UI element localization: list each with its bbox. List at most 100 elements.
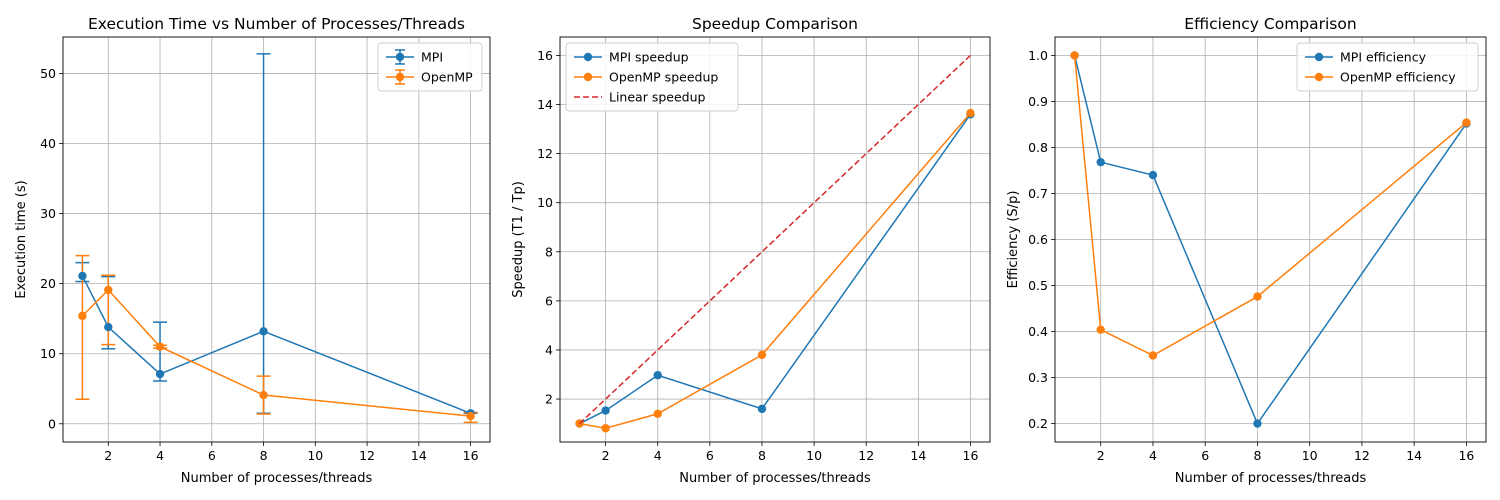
y-tick-label: 1.0: [1028, 48, 1048, 63]
axes-frame: [559, 36, 991, 443]
data-point: [1096, 325, 1105, 334]
y-tick-label: 8: [545, 244, 553, 259]
legend-label: MPI speedup: [609, 50, 689, 65]
y-tick-label: 10: [537, 195, 553, 210]
data-point: [104, 322, 113, 332]
y-tick-label: 10: [40, 346, 56, 361]
x-tick-label: 8: [1253, 448, 1261, 463]
legend-marker: [1314, 52, 1324, 62]
legend: MPI efficiency OpenMP efficiency: [1296, 42, 1479, 92]
x-tick-label: 6: [208, 448, 216, 463]
x-tick-label: 6: [706, 448, 714, 463]
y-axis-label: Execution time (s): [14, 180, 29, 298]
data-point: [259, 390, 268, 400]
x-tick-label: 14: [910, 448, 926, 463]
x-tick-label: 8: [758, 448, 766, 463]
y-tick-label: 2: [545, 392, 553, 407]
data-point: [104, 285, 113, 295]
x-tick-label: 16: [1458, 448, 1474, 463]
x-tick-label: 10: [1302, 448, 1318, 463]
chart-panel-1: 2 4 6 8 10 12 14 16 0 10 20 30 40 50 Execution Time vs…: [14, 15, 491, 486]
y-tick-label: 14: [537, 97, 553, 112]
chart-panel-3: 2 4 6 8 10 12 14 16 0.2 0.3 0.4 0.5 0.6 0.7 0.8 0.9 1.0 E…: [1006, 15, 1487, 486]
data-point: [1462, 118, 1471, 127]
x-axis-label: Number of processes/threads: [181, 471, 373, 486]
x-tick-label: 4: [654, 448, 662, 463]
legend-label: OpenMP: [421, 70, 473, 85]
data-point: [601, 424, 610, 433]
data-point: [78, 271, 87, 281]
y-tick-label: 0.6: [1028, 232, 1048, 247]
legend: MPI speedup OpenMP speedup Linear speedup: [565, 42, 739, 112]
chart-title: Speedup Comparison: [692, 15, 858, 33]
data-point: [1148, 351, 1158, 360]
series-line-2: [579, 112, 972, 430]
axes-frame: [1054, 36, 1487, 443]
y-tick-label: 0.4: [1028, 324, 1048, 339]
legend-marker: [1314, 72, 1324, 82]
y-tick-label: 0.8: [1028, 140, 1048, 155]
x-tick-label: 4: [1149, 448, 1157, 463]
y-tick-label: 40: [40, 136, 56, 151]
legend-box: [565, 42, 739, 112]
data-point: [78, 311, 87, 321]
x-tick-label: 16: [963, 448, 979, 463]
x-tick-label: 2: [104, 448, 112, 463]
legend-box: [1296, 42, 1479, 92]
series-line-1: [579, 113, 972, 425]
data-point: [1253, 292, 1262, 301]
y-tick-label: 4: [545, 342, 553, 357]
data-point: [1070, 51, 1079, 60]
x-tick-label: 12: [1354, 448, 1370, 463]
data-point: [757, 350, 767, 360]
data-point: [155, 369, 165, 379]
x-tick-label: 12: [858, 448, 874, 463]
legend-label: OpenMP speedup: [609, 70, 718, 85]
x-axis-label: Number of processes/threads: [679, 471, 871, 486]
y-tick-label: 0.9: [1028, 94, 1048, 109]
x-tick-label: 12: [359, 448, 375, 463]
chart-title: Execution Time vs Number of Processes/Th…: [88, 15, 465, 33]
chart-panel-2: 2 4 6 8 10 12 14 16 2 4 6 8 10 12 14 16 Speedup Comparis…: [511, 15, 991, 486]
data-point: [1148, 170, 1158, 180]
legend-label: OpenMP efficiency: [1340, 70, 1456, 85]
data-point: [259, 327, 268, 336]
legend-marker: [583, 52, 593, 62]
legend-marker: [583, 72, 593, 82]
legend-label: MPI: [421, 50, 443, 65]
data-point: [757, 404, 767, 414]
axes-frame: [62, 36, 491, 443]
x-tick-label: 2: [1097, 448, 1105, 463]
series-line-2: [1073, 55, 1467, 357]
x-axis-label: Number of processes/threads: [1175, 471, 1367, 486]
data-point: [155, 342, 165, 351]
legend: MPI OpenMP: [377, 42, 483, 92]
x-tick-label: 2: [602, 448, 610, 463]
series-line-2: [81, 288, 471, 417]
data-point: [601, 406, 610, 415]
series-line-1: [81, 275, 471, 414]
data-point: [1253, 419, 1262, 428]
chart-title: Efficiency Comparison: [1184, 15, 1356, 33]
data-point: [653, 409, 662, 418]
y-tick-label: 30: [40, 206, 56, 221]
y-axis-label: Speedup (T1 / Tp): [511, 181, 526, 298]
y-tick-label: 12: [537, 146, 553, 161]
data-point: [1096, 157, 1105, 167]
x-tick-label: 6: [1201, 448, 1209, 463]
x-tick-label: 10: [307, 448, 323, 463]
x-tick-label: 14: [1406, 448, 1422, 463]
y-tick-label: 0.2: [1028, 416, 1048, 431]
y-tick-label: 20: [40, 276, 56, 291]
data-point: [466, 411, 475, 421]
data-point: [966, 108, 975, 118]
y-tick-label: 50: [40, 66, 56, 81]
x-tick-label: 4: [156, 448, 164, 463]
y-tick-label: 0: [48, 416, 56, 431]
y-tick-label: 16: [537, 48, 553, 63]
y-tick-label: 0.5: [1028, 278, 1048, 293]
legend-box: [377, 42, 483, 92]
legend-label: MPI efficiency: [1340, 50, 1427, 65]
y-axis-label: Efficiency (S/p): [1006, 191, 1021, 289]
